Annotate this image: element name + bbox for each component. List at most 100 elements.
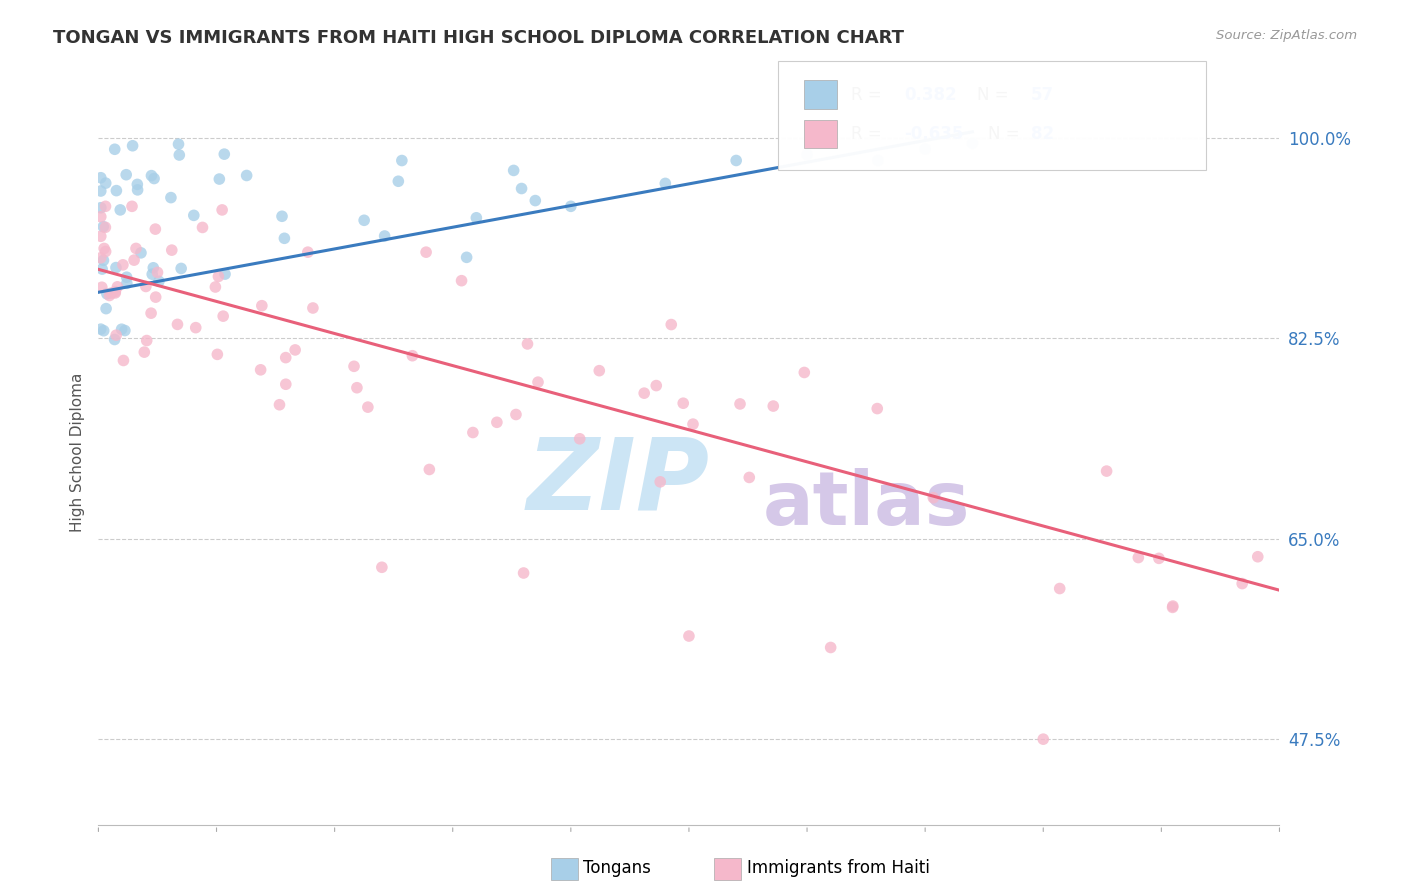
Point xyxy=(107,280,129,294)
Text: N =: N = xyxy=(988,125,1025,143)
Point xyxy=(110,322,132,336)
Point xyxy=(560,199,582,213)
Point xyxy=(142,260,165,275)
Point xyxy=(418,462,440,476)
Point xyxy=(94,176,117,190)
Point xyxy=(485,415,508,429)
Text: Immigrants from Haiti: Immigrants from Haiti xyxy=(747,859,929,877)
Point xyxy=(94,199,117,213)
Point xyxy=(122,253,145,268)
Point xyxy=(134,345,156,359)
Point xyxy=(725,153,748,168)
Point xyxy=(191,220,214,235)
Point xyxy=(302,301,325,315)
Point xyxy=(738,470,761,484)
Point xyxy=(820,640,842,655)
Point xyxy=(1161,599,1184,613)
Text: -0.635: -0.635 xyxy=(904,125,963,143)
Point xyxy=(110,202,132,217)
Point xyxy=(104,260,127,275)
Point xyxy=(105,184,128,198)
Point xyxy=(93,324,115,338)
Point xyxy=(94,220,117,235)
Point xyxy=(94,301,117,316)
Point xyxy=(90,251,112,265)
Point xyxy=(922,491,945,505)
Point xyxy=(465,211,488,225)
Point xyxy=(650,475,672,489)
Text: N =: N = xyxy=(977,86,1014,103)
Point xyxy=(91,262,114,277)
Point xyxy=(527,375,550,389)
Point xyxy=(104,333,127,347)
Text: ZIP: ZIP xyxy=(527,434,710,531)
Point xyxy=(273,231,295,245)
Point xyxy=(866,153,889,168)
Point xyxy=(588,364,610,378)
Point xyxy=(346,381,368,395)
Point xyxy=(1247,549,1270,564)
Point xyxy=(125,241,148,255)
Point xyxy=(654,177,676,191)
Point xyxy=(269,398,291,412)
Point xyxy=(357,400,380,414)
Point xyxy=(659,318,682,332)
Text: atlas: atlas xyxy=(762,468,970,541)
Point xyxy=(90,170,112,185)
Point xyxy=(104,285,127,300)
Point xyxy=(274,351,297,365)
Point xyxy=(100,286,122,301)
Point xyxy=(962,136,984,151)
Point xyxy=(672,396,695,410)
Point xyxy=(633,386,655,401)
Point xyxy=(510,181,533,195)
Point xyxy=(1147,551,1170,566)
Point xyxy=(212,309,235,323)
Point xyxy=(204,280,226,294)
Point xyxy=(127,178,149,192)
Text: R =: R = xyxy=(851,86,887,103)
Point xyxy=(160,191,183,205)
Point xyxy=(211,202,233,217)
Point xyxy=(98,288,121,302)
Point xyxy=(728,397,751,411)
Point xyxy=(415,245,437,260)
Point xyxy=(127,183,149,197)
Point xyxy=(1161,600,1184,615)
Text: 82: 82 xyxy=(1031,125,1053,143)
Point xyxy=(645,378,668,392)
Point xyxy=(524,194,547,208)
Point xyxy=(1032,732,1054,747)
Point xyxy=(90,229,112,244)
Point xyxy=(160,243,183,257)
Point xyxy=(90,322,112,336)
Point xyxy=(115,270,138,285)
Point xyxy=(391,153,413,168)
Point xyxy=(271,209,294,223)
Point xyxy=(682,417,704,431)
Point xyxy=(135,334,157,348)
Point xyxy=(94,244,117,259)
Point xyxy=(353,213,375,227)
Point xyxy=(104,142,127,156)
Point xyxy=(762,399,785,413)
Point xyxy=(249,363,271,377)
Point xyxy=(96,286,118,301)
Text: R =: R = xyxy=(851,125,887,143)
Point xyxy=(796,148,818,162)
Point xyxy=(456,251,478,265)
Point xyxy=(214,267,236,281)
Point xyxy=(505,408,527,422)
Point xyxy=(135,279,157,293)
Point xyxy=(184,320,207,334)
Point xyxy=(371,560,394,574)
Point xyxy=(401,349,423,363)
Point xyxy=(284,343,307,357)
Point xyxy=(143,222,166,236)
Point xyxy=(568,432,591,446)
Text: 0.382: 0.382 xyxy=(904,86,956,103)
Point xyxy=(90,280,112,294)
Point xyxy=(145,290,167,304)
Point xyxy=(297,245,319,260)
Text: Tongans: Tongans xyxy=(583,859,651,877)
